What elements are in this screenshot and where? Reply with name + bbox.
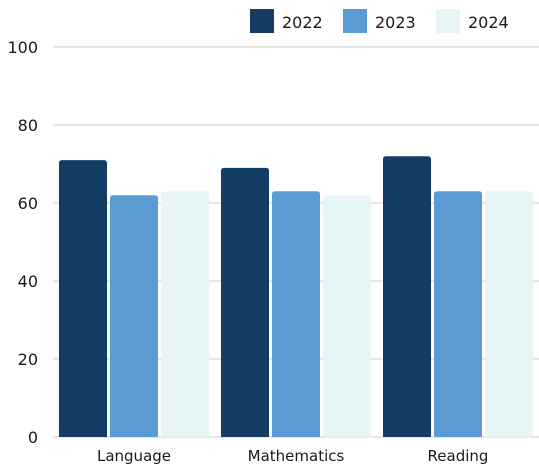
bar-2023-mathematics: [272, 191, 320, 437]
legend-swatch: [436, 9, 460, 33]
y-tick-label: 80: [18, 116, 38, 135]
y-axis-ticks: 0 20 40 60 80 100: [7, 38, 38, 447]
legend: 2022 2023 2024: [250, 9, 509, 33]
bar-2023-language: [110, 195, 158, 437]
y-tick-label: 20: [18, 350, 38, 369]
bar-2024-language: [161, 191, 209, 437]
bar-2022-language: [59, 160, 107, 437]
legend-swatch: [250, 9, 274, 33]
x-category-label: Reading: [428, 447, 489, 465]
y-tick-label: 60: [18, 194, 38, 213]
legend-label: 2023: [375, 13, 416, 32]
bar-2024-mathematics: [323, 195, 371, 437]
x-category-label: Mathematics: [248, 447, 345, 465]
bar-2023-reading: [434, 191, 482, 437]
x-axis-labels: Language Mathematics Reading: [97, 447, 488, 465]
y-tick-label: 100: [7, 38, 38, 57]
bar-2022-reading: [383, 156, 431, 437]
y-tick-label: 40: [18, 272, 38, 291]
legend-label: 2024: [468, 13, 509, 32]
legend-label: 2022: [282, 13, 323, 32]
y-tick-label: 0: [28, 428, 38, 447]
bar-2024-reading: [485, 191, 533, 437]
legend-swatch: [343, 9, 367, 33]
bar-2022-mathematics: [221, 167, 269, 437]
x-category-label: Language: [97, 447, 171, 465]
bars: [59, 156, 533, 437]
